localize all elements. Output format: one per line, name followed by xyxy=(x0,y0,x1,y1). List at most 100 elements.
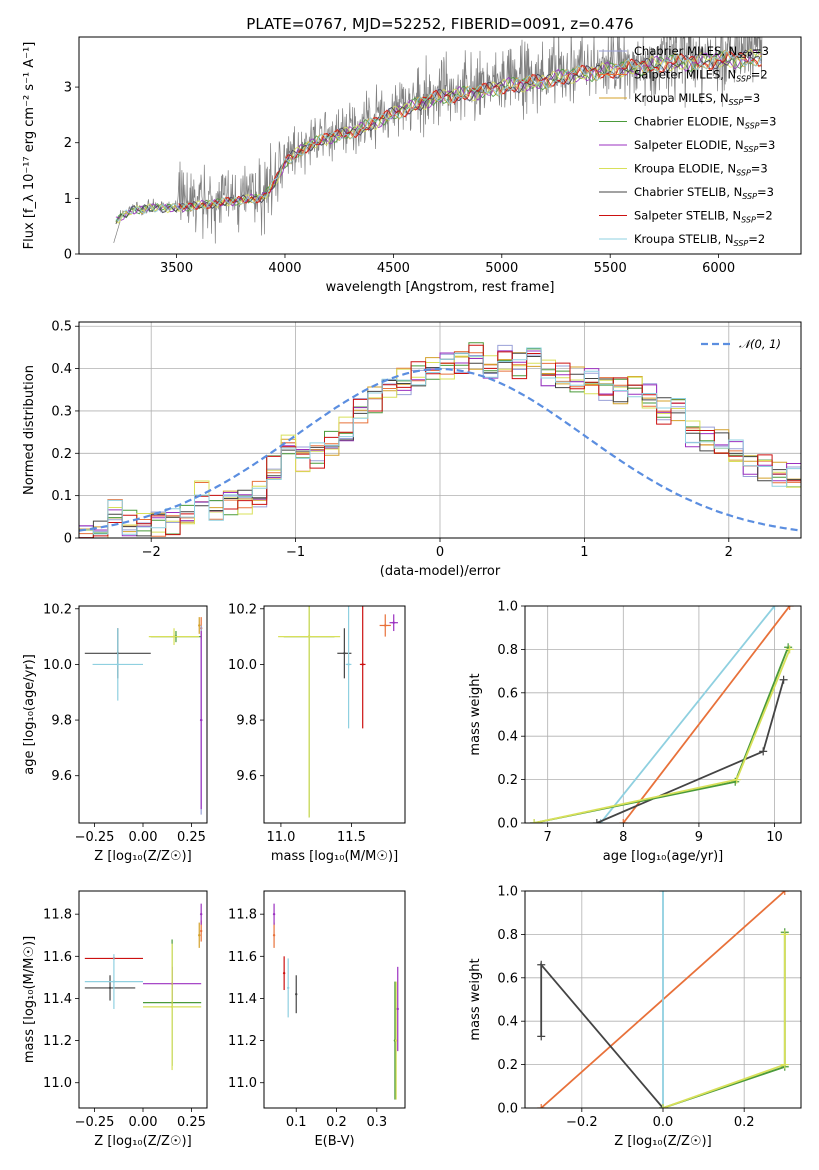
x-tick-label: 5000 xyxy=(485,261,518,276)
x-tick-label: 0.00 xyxy=(129,1115,158,1130)
panel-spectrum: 3500 4000 4500 5000 5500 6000 0 1 2 3 wavelength [… xyxy=(22,36,802,295)
x-tick-label: −1 xyxy=(286,545,305,560)
y-tick-label: 11.2 xyxy=(43,1034,72,1049)
panel-massweight-vs-Z: −0.2 0.0 0.2 0.0 0.2 0.4 0.6 0.8 1.0 Z [log₁₀(Z/Z… xyxy=(468,885,802,1149)
data-point xyxy=(116,663,119,666)
histogram-step-2 xyxy=(79,352,801,533)
x-axis-label: mass [log₁₀(M/M☉)] xyxy=(271,849,398,864)
histogram-step-7 xyxy=(79,344,801,538)
data-point xyxy=(112,980,116,983)
axes-frame xyxy=(78,36,802,255)
series-marker xyxy=(537,960,546,969)
x-tick-label: 2 xyxy=(725,545,733,560)
legend-entry: Chabrier MILES, NSSP=3 xyxy=(634,44,769,60)
data-point xyxy=(170,1005,174,1009)
x-tick-label: 0.25 xyxy=(177,830,206,845)
y-tick-label: 0.8 xyxy=(497,643,518,658)
panel-massweight-vs-age: 7 8 9 10 0.0 0.2 0.4 0.6 0.8 1.0 age [log₁₀(age/yr… xyxy=(468,600,802,864)
series-line-8 xyxy=(599,606,776,823)
histogram-step-8 xyxy=(79,347,801,535)
model-spectrum-7 xyxy=(178,50,762,211)
x-axis-label: age [log₁₀(age/yr)] xyxy=(603,849,724,864)
x-tick-label: 0 xyxy=(436,545,444,560)
series-marker xyxy=(780,1060,789,1069)
x-tick-label: 3500 xyxy=(160,261,193,276)
data-point xyxy=(272,934,276,937)
series-marker xyxy=(537,1104,546,1108)
plot-area xyxy=(537,891,789,1108)
series-marker xyxy=(770,606,779,610)
plot-area xyxy=(113,37,763,244)
panel-age-vs-mass: 11.0 11.5 9.6 9.8 10.0 10.2 mass [log₁₀(M/M☉)] xyxy=(228,602,406,864)
legend-entry: Salpeter ELODIE, NSSP=3 xyxy=(634,138,775,154)
data-point xyxy=(199,929,203,933)
data-point xyxy=(396,1007,399,1011)
y-tick-label: 0.8 xyxy=(497,928,518,943)
series-marker xyxy=(619,819,628,823)
series-marker xyxy=(732,775,741,784)
plot-area xyxy=(84,903,203,1071)
x-tick-label: 0.0 xyxy=(653,1115,674,1130)
y-tick-label: 0.3 xyxy=(51,404,72,419)
legend-entry: 𝒩(0, 1) xyxy=(739,337,781,351)
x-axis-label: (data-model)/error xyxy=(380,564,501,579)
y-axis-label: age [log₁₀(age/yr)] xyxy=(22,654,37,775)
x-tick-label: 11.0 xyxy=(266,830,295,845)
y-axis-label: Flux [f_λ 10⁻¹⁷ erg cm⁻² s⁻¹ A⁻¹] xyxy=(22,42,37,250)
y-tick-label: 0.4 xyxy=(51,362,72,377)
data-point xyxy=(198,934,201,937)
x-tick-label: 8 xyxy=(619,830,627,845)
y-tick-label: 3 xyxy=(64,81,72,96)
y-axis-label: mass weight xyxy=(468,673,483,755)
y-tick-label: 0.0 xyxy=(497,1102,518,1117)
x-tick-label: 0.2 xyxy=(734,1115,755,1130)
histogram-step-4 xyxy=(79,350,801,537)
plot-area xyxy=(272,903,399,1100)
data-point xyxy=(286,986,290,990)
series-marker xyxy=(659,1104,667,1108)
observed-spectrum-line xyxy=(113,37,763,244)
y-axis-label: Normed distribution xyxy=(22,365,37,495)
y-tick-label: 0.2 xyxy=(51,447,72,462)
series-marker xyxy=(785,606,794,610)
y-tick-label: 0.2 xyxy=(497,1058,518,1073)
data-point xyxy=(199,912,203,916)
y-tick-label: 10.0 xyxy=(228,658,257,673)
data-point xyxy=(361,663,364,666)
y-tick-label: 0.0 xyxy=(497,817,518,832)
y-tick-label: 0 xyxy=(64,532,72,547)
histogram-step-5 xyxy=(79,355,801,538)
x-tick-label: 0.3 xyxy=(366,1115,387,1130)
legend-entry: Salpeter STELIB, NSSP=2 xyxy=(634,209,773,225)
x-tick-label: 0.2 xyxy=(326,1115,347,1130)
y-tick-label: 11.0 xyxy=(228,1076,257,1091)
y-tick-label: 11.8 xyxy=(43,908,72,923)
figure-title: PLATE=0767, MJD=52252, FIBERID=0091, z=0… xyxy=(246,15,633,33)
legend-entry: Kroupa STELIB, NSSP=2 xyxy=(634,232,765,248)
y-tick-label: 9.6 xyxy=(236,769,257,784)
x-tick-label: 6000 xyxy=(702,261,735,276)
legend-entry: Kroupa ELODIE, NSSP=3 xyxy=(634,162,768,178)
x-axis-label: E(B-V) xyxy=(314,1134,354,1149)
histogram-step-6 xyxy=(79,352,801,538)
y-tick-label: 0.4 xyxy=(497,1015,518,1030)
x-axis-label: Z [log₁₀(Z/Z☉)] xyxy=(94,849,191,864)
x-tick-label: 0.25 xyxy=(177,1115,206,1130)
y-tick-label: 9.8 xyxy=(236,714,257,729)
legend-entry: Salpeter MILES, NSSP=2 xyxy=(634,68,768,84)
panel-residuals: −2 −1 0 1 2 0 0.1 0.2 0.3 0.4 0.5 (data-model)/erro… xyxy=(22,320,802,579)
data-point xyxy=(343,652,346,655)
x-tick-label: 0.1 xyxy=(286,1115,307,1130)
y-tick-label: 9.8 xyxy=(51,714,72,729)
x-axis-label: Z [log₁₀(Z/Z☉)] xyxy=(614,1134,711,1149)
model-spectrum-6 xyxy=(115,49,762,225)
panel-age-vs-Z: −0.25 0.00 0.25 9.6 9.8 10.0 10.2 Z [log₁₀(Z/Z☉… xyxy=(22,602,208,864)
y-tick-label: 11.6 xyxy=(228,950,257,965)
y-tick-label: 11.0 xyxy=(43,1076,72,1091)
x-tick-label: −0.25 xyxy=(75,1115,115,1130)
axes-frame xyxy=(263,605,406,824)
x-tick-label: −2 xyxy=(142,545,161,560)
legend-entry: Chabrier ELODIE, NSSP=3 xyxy=(634,115,776,131)
axes-frame xyxy=(524,605,802,824)
